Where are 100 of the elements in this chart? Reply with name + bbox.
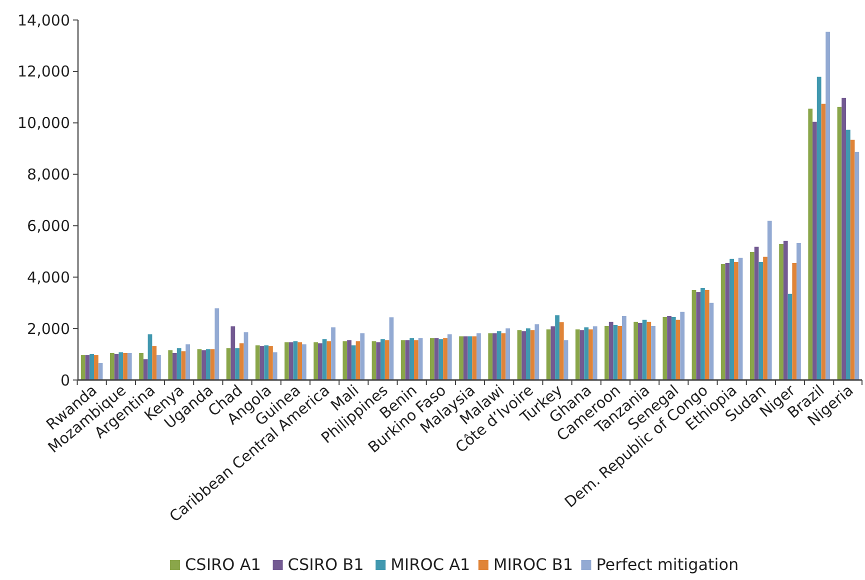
bar xyxy=(680,312,685,380)
bar xyxy=(667,316,672,380)
bar xyxy=(555,315,560,380)
bar xyxy=(546,329,551,380)
bar xyxy=(720,264,726,380)
bar xyxy=(447,334,452,380)
bar xyxy=(156,355,161,380)
bar xyxy=(272,352,278,380)
bar xyxy=(646,322,652,380)
bar xyxy=(186,344,190,380)
bar xyxy=(522,331,526,380)
bar xyxy=(850,140,855,380)
bar xyxy=(202,350,206,380)
y-tick-label: 8,000 xyxy=(27,166,70,184)
bar xyxy=(725,263,730,380)
bar xyxy=(360,333,365,380)
bar xyxy=(846,130,850,380)
bar xyxy=(783,240,788,380)
bar xyxy=(410,338,414,380)
bar xyxy=(459,336,464,380)
bar xyxy=(288,342,294,380)
bar xyxy=(704,290,710,380)
bar xyxy=(244,332,248,380)
bar xyxy=(347,340,352,380)
bar xyxy=(331,327,336,380)
bar xyxy=(837,106,842,380)
bar xyxy=(168,350,173,380)
bar xyxy=(322,339,327,380)
bar xyxy=(255,345,260,380)
bar xyxy=(796,242,801,380)
bar xyxy=(754,246,759,380)
bar xyxy=(763,256,768,380)
bar xyxy=(550,326,556,380)
bar xyxy=(181,351,186,380)
bar xyxy=(94,355,98,380)
bar xyxy=(463,336,468,380)
bar xyxy=(700,288,705,380)
bar xyxy=(808,108,813,380)
bar xyxy=(226,348,231,380)
bar xyxy=(143,359,148,380)
bar xyxy=(642,320,647,380)
bar xyxy=(758,262,764,380)
bar xyxy=(738,258,743,380)
bar xyxy=(696,292,701,380)
bar xyxy=(152,346,157,380)
legend-label: MIROC B1 xyxy=(493,555,574,574)
bar xyxy=(85,355,90,380)
y-tick-label: 0 xyxy=(60,371,70,390)
bar xyxy=(342,341,348,380)
bar xyxy=(268,346,273,380)
legend-label: Perfect mitigation xyxy=(596,555,739,574)
legend-label: MIROC A1 xyxy=(390,555,470,574)
legend-label: CSIRO A1 xyxy=(185,555,261,574)
bar xyxy=(206,349,210,380)
bar xyxy=(779,244,784,380)
bar xyxy=(356,341,360,380)
bar xyxy=(767,220,772,380)
bar xyxy=(443,338,448,380)
y-tick-label: 10,000 xyxy=(18,114,70,132)
bar xyxy=(613,324,618,380)
bar xyxy=(854,152,860,380)
y-tick-label: 6,000 xyxy=(27,216,70,235)
bar xyxy=(326,341,332,380)
bar xyxy=(210,349,215,380)
bar xyxy=(584,327,589,380)
bar xyxy=(351,345,356,380)
bar xyxy=(118,352,124,380)
bar xyxy=(575,329,580,380)
bar xyxy=(148,334,152,380)
bar xyxy=(792,263,797,380)
bar xyxy=(618,326,622,380)
legend-label: CSIRO B1 xyxy=(288,555,364,574)
bar xyxy=(506,328,510,380)
bar xyxy=(530,330,535,380)
bar xyxy=(298,342,302,380)
bar xyxy=(110,353,114,380)
y-tick-label: 12,000 xyxy=(18,62,70,81)
bar xyxy=(709,302,714,380)
bar xyxy=(604,326,609,380)
bar xyxy=(534,324,540,380)
bar xyxy=(812,122,817,380)
bar xyxy=(517,330,522,380)
bar xyxy=(488,333,493,380)
bar xyxy=(264,345,269,380)
bar xyxy=(676,320,680,380)
bar xyxy=(90,354,94,380)
bar xyxy=(634,322,638,380)
bar xyxy=(235,348,240,380)
bar xyxy=(380,339,385,380)
bar xyxy=(127,353,132,380)
bar xyxy=(314,342,318,380)
bar xyxy=(430,338,434,380)
bar xyxy=(384,340,390,380)
bar xyxy=(214,308,220,380)
bar xyxy=(476,333,481,380)
bar xyxy=(826,32,830,380)
bar xyxy=(671,317,676,380)
bar xyxy=(414,340,418,380)
bar xyxy=(468,336,472,380)
bar xyxy=(692,290,696,380)
